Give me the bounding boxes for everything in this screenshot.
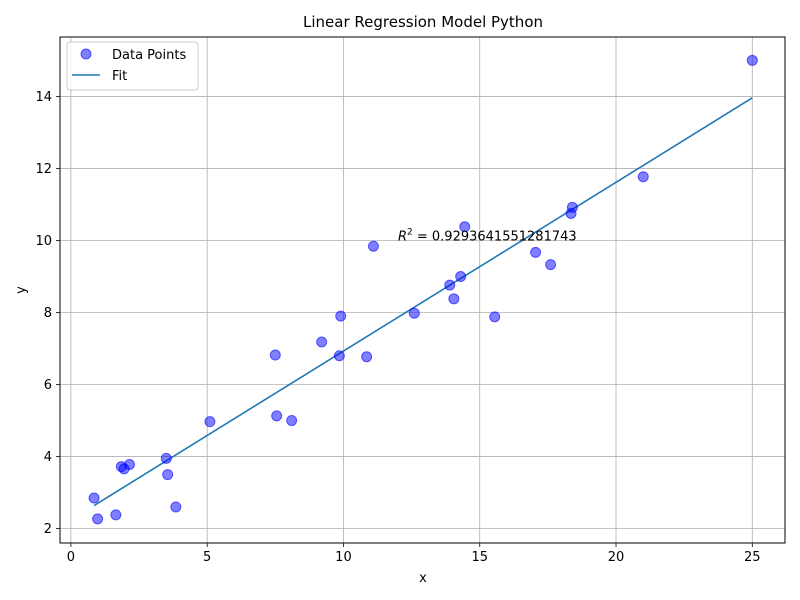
data-point [459, 221, 471, 233]
data-point [269, 349, 281, 361]
r-squared-base: R [398, 229, 407, 244]
data-point [286, 415, 298, 427]
legend-box [66, 41, 199, 91]
x-tick-label: 15 [471, 550, 488, 565]
r-squared-annotation: R2 = 0.9293641551281743 [398, 227, 577, 244]
data-point [124, 458, 136, 470]
data-point [333, 350, 345, 362]
y-tick-label: 10 [35, 234, 52, 249]
x-tick-label: 5 [203, 550, 211, 565]
y-axis-ticks: 2 4 6 8 10 12 14 [35, 90, 60, 537]
data-point [637, 171, 649, 183]
x-axis-ticks: 0 5 10 15 20 25 [67, 543, 761, 565]
y-tick-label: 14 [35, 90, 52, 105]
data-point [455, 270, 467, 282]
x-tick-label: 0 [67, 550, 75, 565]
legend: Data Points Fit [66, 41, 199, 91]
y-tick-label: 6 [44, 378, 52, 393]
fit-line-layer [93, 97, 753, 507]
y-tick-label: 4 [44, 450, 52, 465]
data-point [530, 246, 542, 258]
data-point [170, 501, 182, 513]
y-tick-label: 12 [35, 162, 52, 177]
fit-line [93, 97, 753, 507]
chart-title: Linear Regression Model Python [303, 13, 543, 31]
y-tick-label: 8 [44, 306, 52, 321]
data-point [271, 410, 283, 422]
data-point [316, 336, 328, 348]
x-tick-label: 20 [608, 550, 625, 565]
x-tick-label: 10 [335, 550, 352, 565]
x-axis-label: x [419, 571, 427, 586]
data-point [408, 307, 420, 319]
grid-lines [60, 37, 785, 543]
data-point [566, 201, 578, 213]
data-point [92, 513, 104, 525]
data-points-layer [88, 54, 758, 525]
data-point [204, 416, 216, 428]
data-point [367, 240, 379, 252]
data-point [489, 311, 501, 323]
data-point [746, 54, 758, 66]
data-point [361, 351, 373, 363]
legend-label-data-points: Data Points [112, 48, 186, 63]
data-point [160, 452, 172, 464]
data-point [162, 469, 174, 481]
data-point [110, 509, 122, 521]
legend-marker-data-points [80, 48, 92, 60]
data-point [448, 293, 460, 305]
data-point [88, 492, 100, 504]
data-point [545, 259, 557, 271]
plot-frame [59, 36, 786, 544]
legend-label-fit: Fit [112, 69, 127, 84]
r-squared-exponent: 2 [407, 227, 413, 237]
y-tick-label: 2 [44, 522, 52, 537]
y-axis-label: y [14, 286, 29, 294]
x-tick-label: 25 [744, 550, 761, 565]
data-point [444, 279, 456, 291]
data-point [335, 310, 347, 322]
r-squared-value: = 0.9293641551281743 [413, 229, 577, 244]
